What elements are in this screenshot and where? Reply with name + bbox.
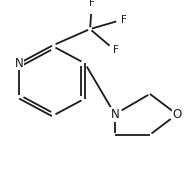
Text: N: N — [15, 57, 23, 70]
Text: O: O — [172, 108, 182, 121]
Text: F: F — [113, 45, 119, 55]
Text: F: F — [89, 0, 95, 8]
Text: F: F — [121, 15, 127, 25]
Text: N: N — [110, 108, 119, 121]
